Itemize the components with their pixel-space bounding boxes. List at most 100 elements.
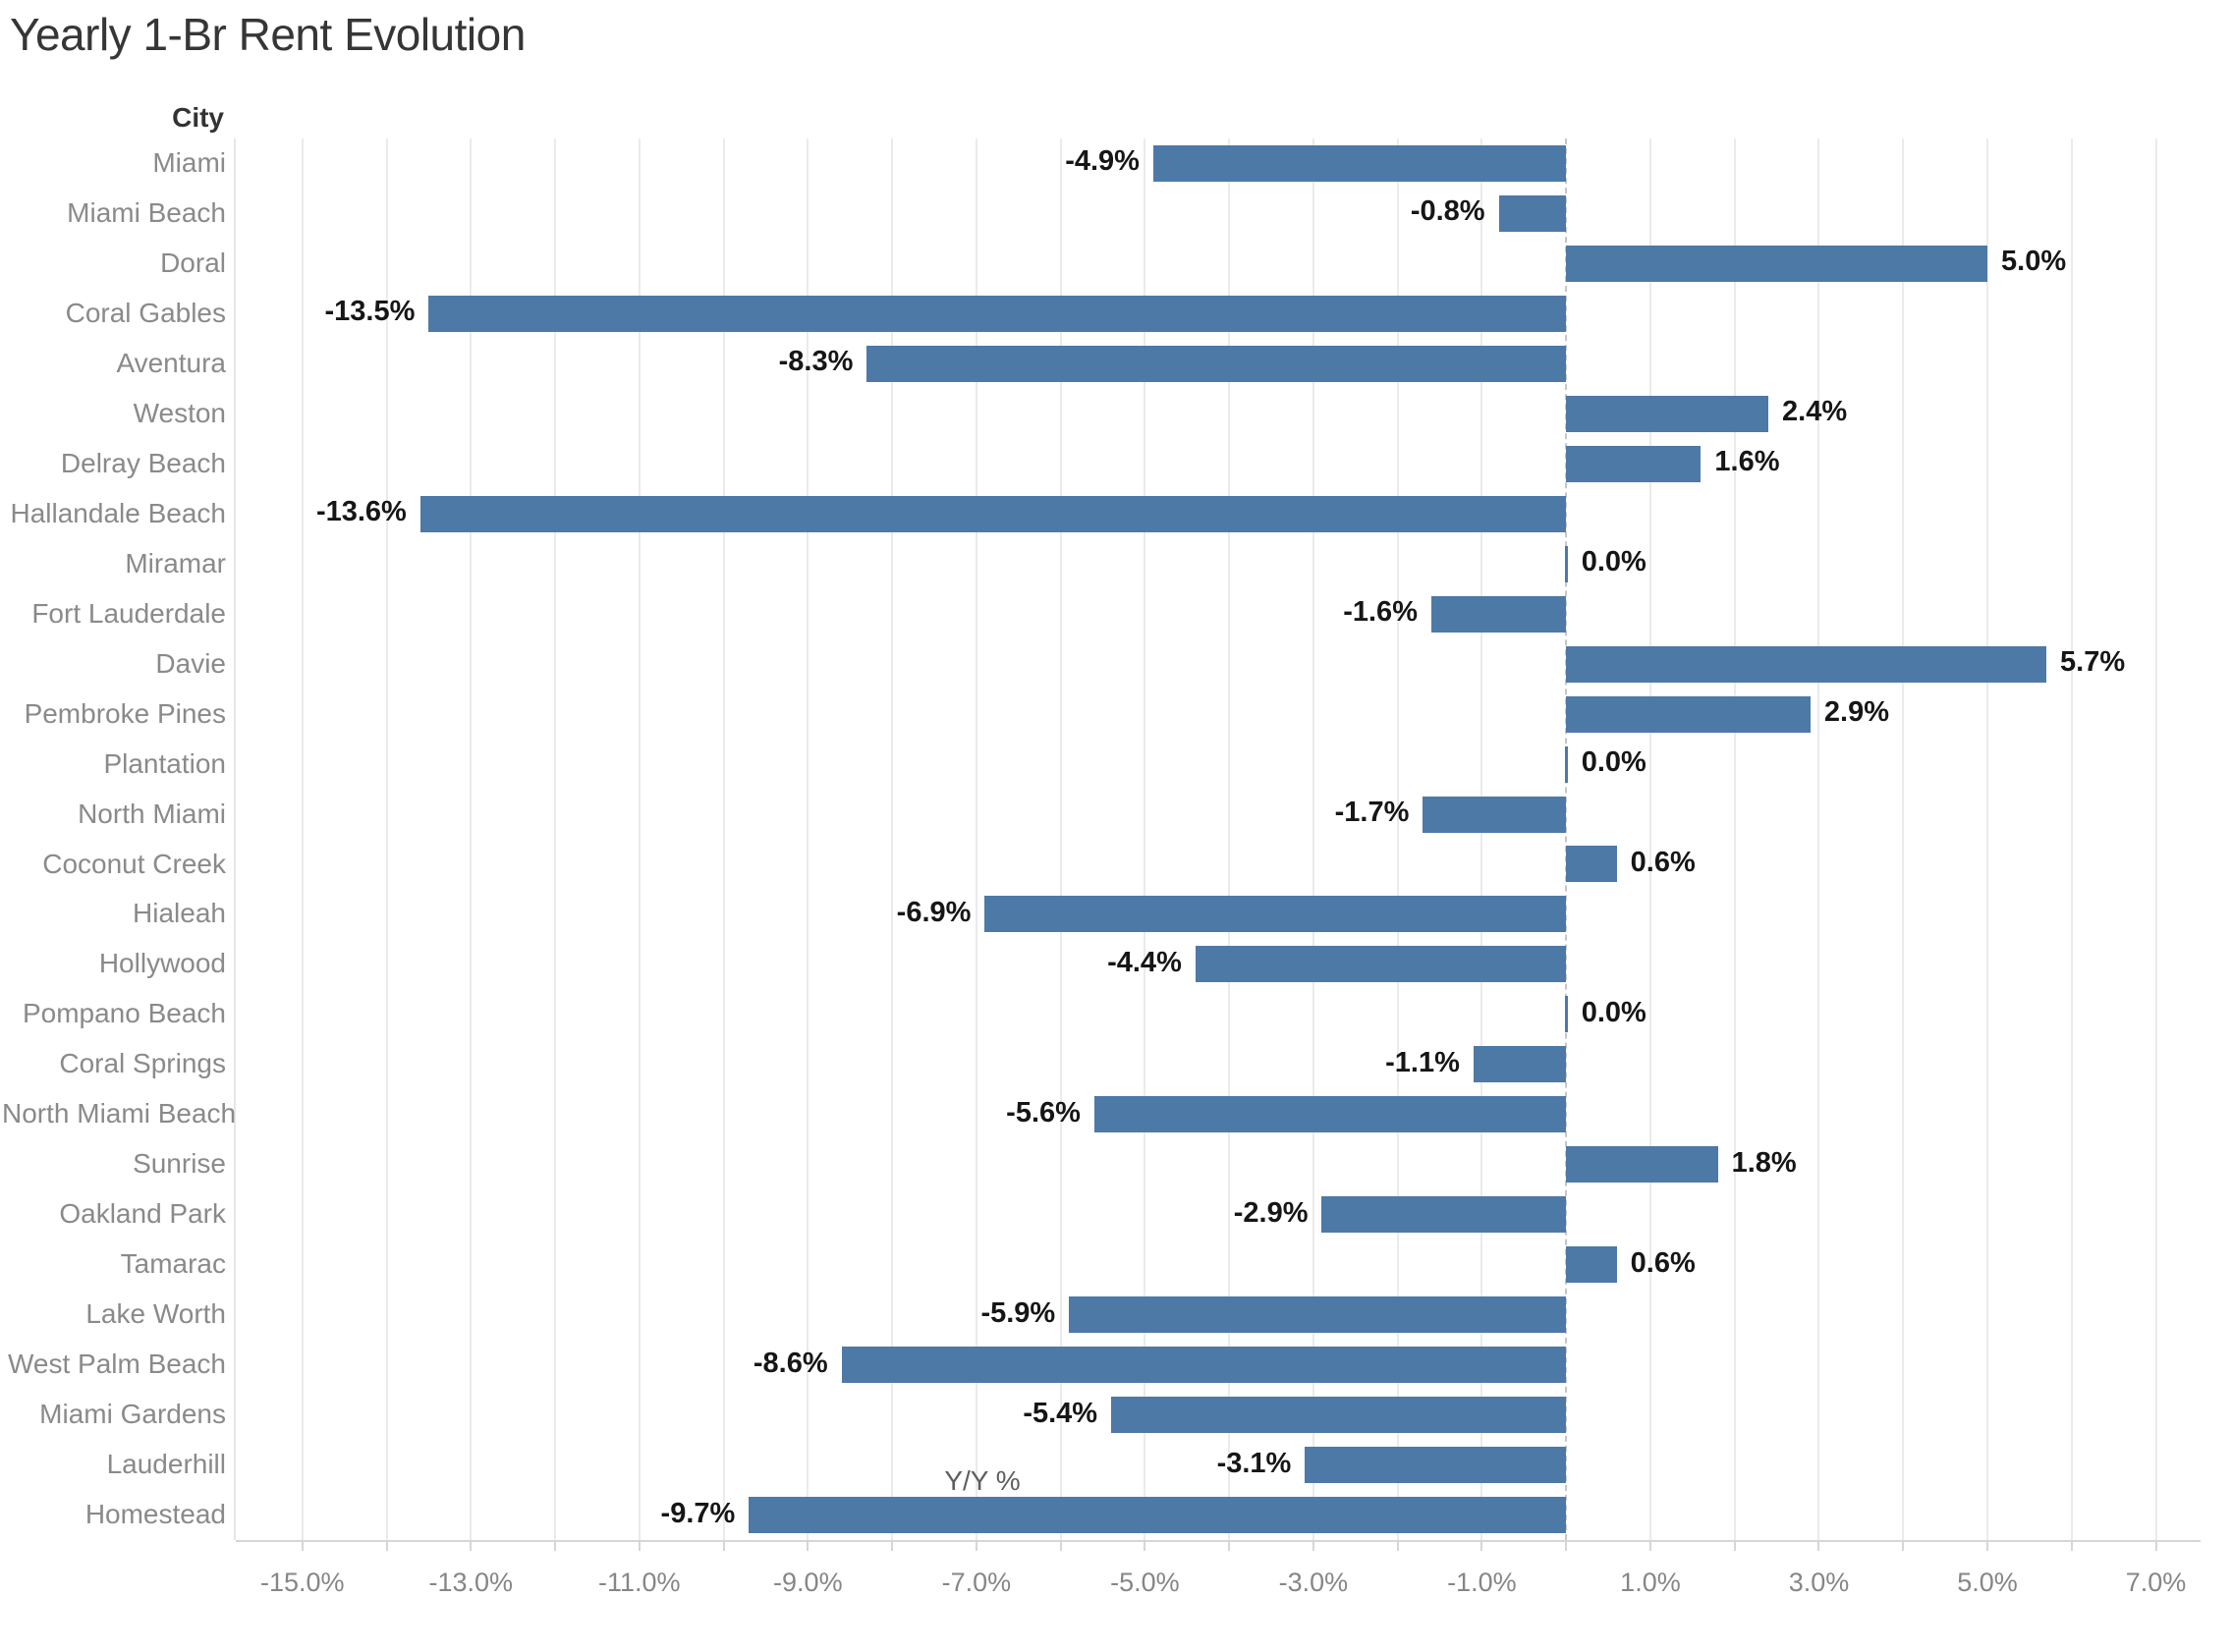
- bar-value-label: -13.5%: [324, 296, 416, 328]
- gridline: [2154, 138, 2157, 1540]
- x-axis-tick: [1902, 1542, 1905, 1551]
- x-axis-tick: [891, 1542, 894, 1551]
- x-axis-tick: [2154, 1542, 2157, 1551]
- bar[interactable]: [1566, 1246, 1617, 1284]
- x-axis-tick: [1228, 1542, 1231, 1551]
- row-label: Miami: [152, 147, 226, 178]
- row-label: Miami Gardens: [39, 1399, 226, 1430]
- bar[interactable]: [1111, 1397, 1567, 1434]
- bar-value-label: 1.6%: [1714, 446, 1780, 478]
- bar-value-label: -4.9%: [1065, 145, 1140, 178]
- bar[interactable]: [1564, 545, 1568, 582]
- row-label: Fort Lauderdale: [31, 597, 226, 629]
- bar[interactable]: [1566, 1146, 1718, 1184]
- bar-value-label: 2.4%: [1782, 396, 1848, 428]
- bar[interactable]: [419, 495, 1567, 532]
- bar[interactable]: [1564, 745, 1568, 783]
- gridline: [1311, 138, 1314, 1540]
- bar[interactable]: [1423, 796, 1567, 833]
- bar[interactable]: [1566, 245, 1987, 282]
- gridline: [1144, 138, 1146, 1540]
- x-tick-label: -13.0%: [428, 1568, 514, 1597]
- x-axis-tick: [2070, 1542, 2073, 1551]
- row-label: Coconut Creek: [42, 848, 226, 879]
- gridline: [1059, 138, 1062, 1540]
- gridline: [1228, 138, 1231, 1540]
- x-axis-tick: [1648, 1542, 1651, 1551]
- bar-value-label: 0.0%: [1581, 746, 1646, 779]
- row-label: North Miami Beach: [2, 1098, 237, 1129]
- x-axis-tick: [385, 1542, 388, 1551]
- row-label: Pembroke Pines: [24, 697, 226, 729]
- bar[interactable]: [1305, 1447, 1567, 1484]
- bar-value-label: 0.6%: [1630, 1246, 1696, 1279]
- bar-value-label: -9.7%: [660, 1497, 736, 1529]
- gridline: [1396, 138, 1399, 1540]
- x-axis-tick: [1986, 1542, 1989, 1551]
- x-tick-label: -3.0%: [1278, 1568, 1349, 1597]
- bar[interactable]: [866, 345, 1567, 382]
- row-label: Lake Worth: [85, 1298, 226, 1330]
- bar[interactable]: [1473, 1046, 1567, 1083]
- x-tick-label: 5.0%: [1957, 1568, 2018, 1597]
- row-label: Hollywood: [98, 948, 226, 979]
- bar[interactable]: [1566, 645, 2047, 683]
- x-tick-label: -11.0%: [598, 1568, 681, 1597]
- bar[interactable]: [984, 896, 1567, 933]
- bar-value-label: 5.0%: [2001, 246, 2067, 278]
- plot-area: -15.0% -13.0% -11.0% -9.0% -7.0% -5.0% -3.0% -1…: [2, 138, 2201, 1597]
- x-axis-line: [236, 1540, 2201, 1542]
- bar[interactable]: [749, 1497, 1567, 1534]
- x-tick-label: 7.0%: [2125, 1568, 2187, 1597]
- bar[interactable]: [1566, 846, 1617, 883]
- x-axis-tick: [554, 1542, 557, 1551]
- gridline: [1648, 138, 1651, 1540]
- x-tick-label: -1.0%: [1447, 1568, 1517, 1597]
- bar-value-label: -0.8%: [1410, 195, 1485, 228]
- bar[interactable]: [1430, 595, 1567, 633]
- bar-value-label: 1.8%: [1731, 1146, 1797, 1179]
- x-axis-tick: [1396, 1542, 1399, 1551]
- x-tick-label: 1.0%: [1620, 1568, 1681, 1597]
- gridline: [1902, 138, 1905, 1540]
- bar-value-label: -1.7%: [1334, 797, 1410, 829]
- row-label: Hallandale Beach: [10, 497, 227, 528]
- category-column-header: City: [172, 102, 224, 133]
- row-label: Miramar: [125, 547, 226, 578]
- gridline: [470, 138, 473, 1540]
- bar[interactable]: [1195, 946, 1567, 983]
- zero-reference-line: [1565, 138, 1568, 1540]
- row-label: Plantation: [103, 747, 226, 779]
- bar[interactable]: [1498, 194, 1567, 232]
- bar[interactable]: [841, 1347, 1567, 1384]
- bar[interactable]: [1093, 1096, 1567, 1133]
- bar[interactable]: [1564, 996, 1568, 1033]
- row-label: Homestead: [84, 1499, 226, 1530]
- row-label: Pompano Beach: [22, 998, 226, 1029]
- bar[interactable]: [1566, 695, 1811, 733]
- row-label: West Palm Beach: [7, 1349, 226, 1380]
- bar[interactable]: [1152, 144, 1567, 182]
- bar[interactable]: [1321, 1196, 1567, 1234]
- bar-value-label: 0.0%: [1581, 997, 1646, 1029]
- bar[interactable]: [428, 295, 1567, 332]
- bar[interactable]: [1566, 445, 1702, 482]
- x-tick-label: -5.0%: [1110, 1568, 1180, 1597]
- gridline: [1817, 138, 1820, 1540]
- row-label: Lauderhill: [106, 1449, 226, 1480]
- row-label: Aventura: [116, 347, 226, 378]
- x-axis-tick: [1480, 1542, 1483, 1551]
- row-label: Coral Gables: [65, 297, 226, 328]
- bar-value-label: 2.9%: [1823, 696, 1890, 729]
- x-axis-tick: [301, 1542, 304, 1551]
- bar[interactable]: [1566, 395, 1769, 432]
- bar[interactable]: [1069, 1296, 1567, 1334]
- x-tick-label: -7.0%: [941, 1568, 1012, 1597]
- row-label: Sunrise: [133, 1148, 226, 1180]
- x-axis-tick: [807, 1542, 809, 1551]
- x-axis-tick: [1817, 1542, 1820, 1551]
- bar-value-label: -3.1%: [1216, 1447, 1292, 1479]
- bar-value-label: -8.3%: [778, 346, 854, 378]
- bar-value-label: -5.4%: [1023, 1397, 1098, 1429]
